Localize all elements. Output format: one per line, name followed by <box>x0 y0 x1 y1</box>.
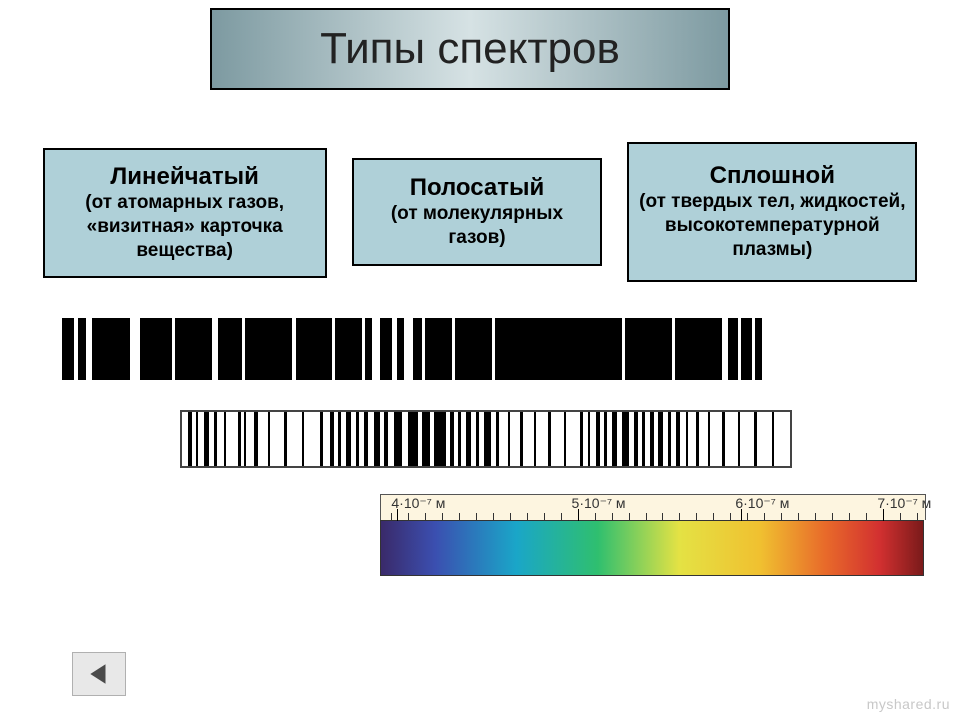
card-title: Сплошной <box>635 162 909 190</box>
page-title: Типы спектров <box>210 8 730 90</box>
card-desc: (от атомарных газов, «визитная» карточка… <box>51 191 319 262</box>
band-spectrum-image <box>180 410 792 468</box>
card-line-spectrum: Линейчатый (от атомарных газов, «визитна… <box>43 148 327 278</box>
scale-label: 6·10⁻⁷ м <box>735 495 789 512</box>
scale-label: 7·10⁻⁷ м <box>877 495 931 512</box>
card-title: Линейчатый <box>51 163 319 191</box>
watermark: myshared.ru <box>867 696 950 712</box>
line-spectrum-image <box>62 318 762 380</box>
scale-label: 4·10⁻⁷ м <box>391 495 445 512</box>
card-title: Полосатый <box>360 174 594 202</box>
scale-label: 5·10⁻⁷ м <box>572 495 626 512</box>
card-band-spectrum: Полосатый (от молекулярных газов) <box>352 158 602 266</box>
wavelength-scale: 4·10⁻⁷ м5·10⁻⁷ м6·10⁻⁷ м7·10⁻⁷ м <box>380 494 926 520</box>
rainbow-bar <box>380 520 924 576</box>
card-continuous-spectrum: Сплошной (от твердых тел, жидкостей, выс… <box>627 142 917 282</box>
continuous-spectrum-image: 4·10⁻⁷ м5·10⁻⁷ м6·10⁻⁷ м7·10⁻⁷ м <box>380 494 926 576</box>
card-desc: (от твердых тел, жидкостей, высокотемпер… <box>635 190 909 261</box>
triangle-left-icon <box>86 661 112 687</box>
back-button[interactable] <box>72 652 126 696</box>
cards-row: Линейчатый (от атомарных газов, «визитна… <box>0 148 960 282</box>
card-desc: (от молекулярных газов) <box>360 202 594 250</box>
